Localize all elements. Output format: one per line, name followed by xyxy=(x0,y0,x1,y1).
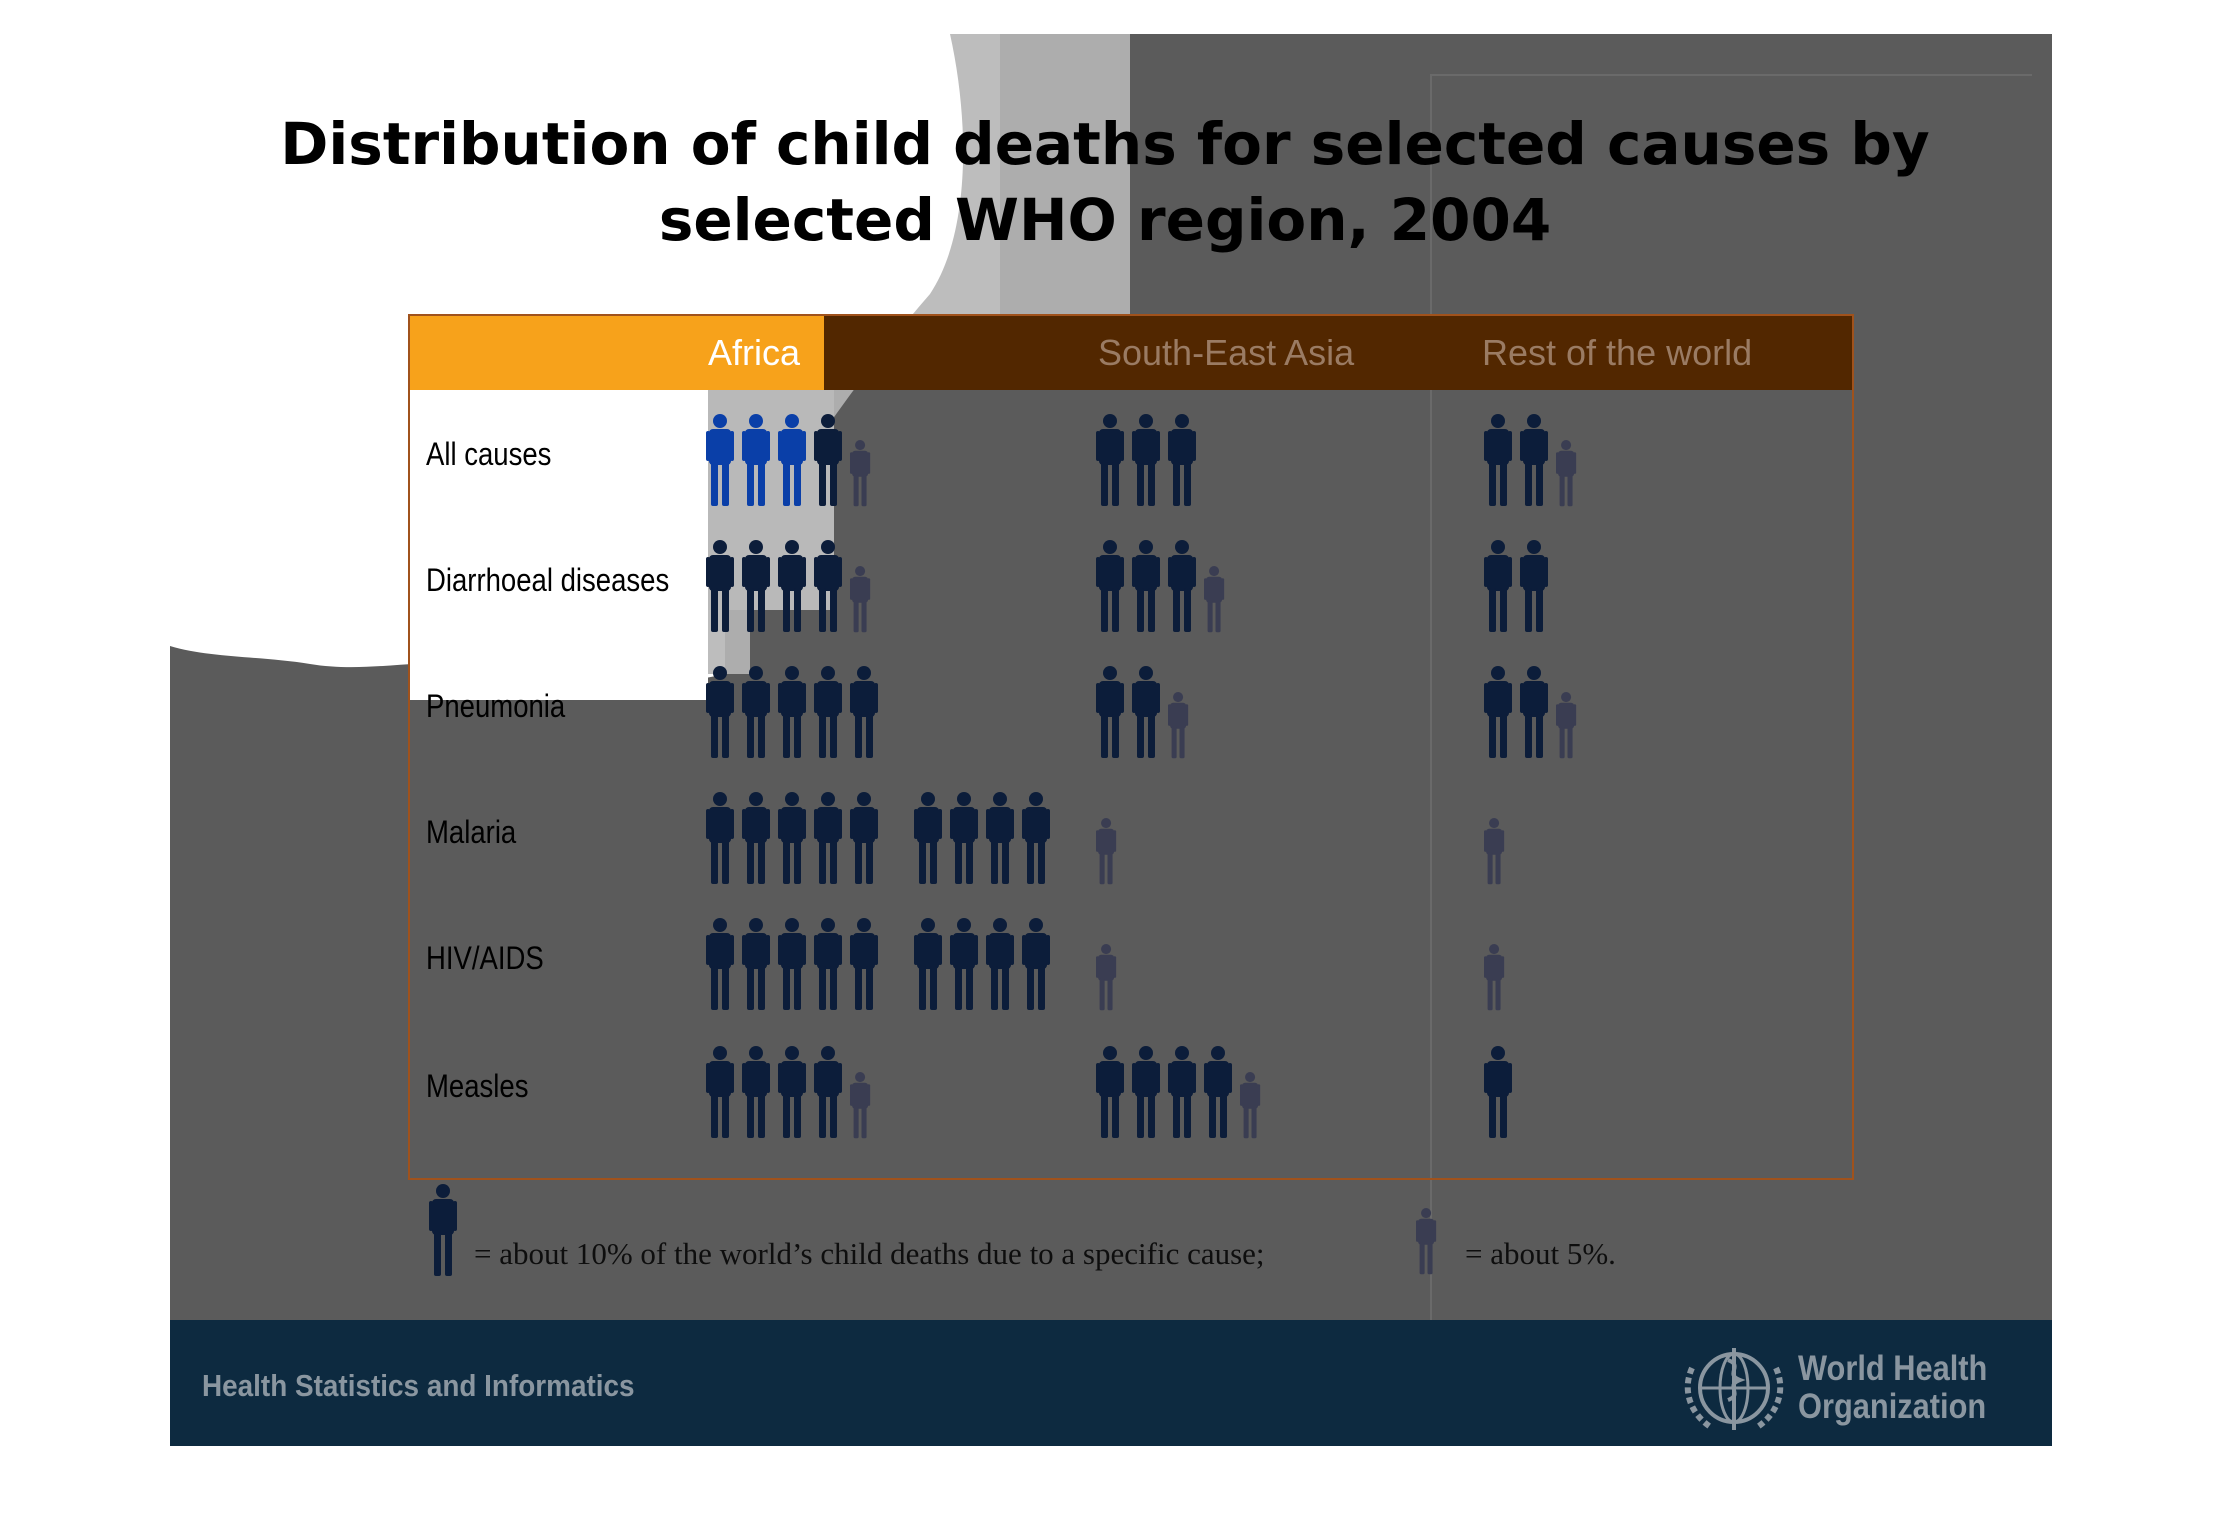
legend-small-text: = about 5%. xyxy=(1465,1236,1616,1271)
row-label-malaria: Malaria xyxy=(426,814,517,850)
figure-5pct-r5-c1 xyxy=(1240,1072,1261,1139)
who-name: World Health Organization xyxy=(1798,1350,1987,1426)
slide-frame-lines xyxy=(1430,74,2032,1326)
legend: = about 10% of the world’s child deaths … xyxy=(428,1184,1828,1284)
figure-10pct-r0-c1-1 xyxy=(1132,414,1160,506)
footer-bar: Health Statistics and Informatics World … xyxy=(170,1320,2052,1446)
figure-10pct-r0-c0-1 xyxy=(742,414,770,506)
figure-10pct-r2-c0-0 xyxy=(706,666,734,758)
figure-10pct-r3-c0-0 xyxy=(706,792,734,884)
figure-10pct-r4-c0-6 xyxy=(950,918,978,1010)
legend-small-figure xyxy=(1416,1208,1437,1275)
figure-10pct-r1-c0-3 xyxy=(814,540,842,632)
legend-large-figure xyxy=(429,1184,457,1276)
figure-10pct-r3-c0-5 xyxy=(914,792,942,884)
figure-10pct-r0-c1-2 xyxy=(1168,414,1196,506)
legend-large-figure-icon xyxy=(429,1184,457,1276)
figure-5pct-r5-c0 xyxy=(850,1072,871,1139)
figure-10pct-r4-c0-2 xyxy=(778,918,806,1010)
figure-5pct-r1-c0 xyxy=(850,566,871,633)
figure-10pct-r5-c0-3 xyxy=(814,1046,842,1138)
figure-10pct-r2-c0-3 xyxy=(814,666,842,758)
table-header-highlight xyxy=(410,316,824,390)
figure-10pct-r3-c0-1 xyxy=(742,792,770,884)
figure-10pct-r3-c0-4 xyxy=(850,792,878,884)
pictogram-figures xyxy=(706,414,1577,1139)
figure-5pct-r2-c1 xyxy=(1168,692,1189,759)
figure-10pct-r5-c1-3 xyxy=(1204,1046,1232,1138)
column-header-south-east-asia: South-East Asia xyxy=(1098,332,1355,373)
figure-5pct-r2-c2 xyxy=(1556,692,1577,759)
figure-5pct-r0-c2 xyxy=(1556,440,1577,507)
white-overlay-cell xyxy=(410,390,708,700)
footer-department-text: Health Statistics and Informatics xyxy=(202,1368,635,1403)
figure-10pct-r1-c2-0 xyxy=(1484,540,1512,632)
figure-10pct-r2-c2-1 xyxy=(1520,666,1548,758)
figure-10pct-r0-c2-1 xyxy=(1520,414,1548,506)
figure-10pct-r0-c0-2 xyxy=(778,414,806,506)
figure-10pct-r2-c0-1 xyxy=(742,666,770,758)
figure-10pct-r4-c0-4 xyxy=(850,918,878,1010)
figure-10pct-r2-c0-4 xyxy=(850,666,878,758)
figure-10pct-r1-c0-0 xyxy=(706,540,734,632)
figure-10pct-r4-c0-8 xyxy=(1022,918,1050,1010)
figure-10pct-r3-c0-8 xyxy=(1022,792,1050,884)
figure-10pct-r0-c2-0 xyxy=(1484,414,1512,506)
figure-5pct-r3-c1 xyxy=(1096,818,1117,885)
figure-10pct-r2-c1-0 xyxy=(1096,666,1124,758)
figure-10pct-r3-c0-2 xyxy=(778,792,806,884)
figure-10pct-r4-c0-1 xyxy=(742,918,770,1010)
title-line-2: selected WHO region, 2004 xyxy=(658,186,1552,254)
chart-title: Distribution of child deaths for selecte… xyxy=(240,106,1970,258)
figure-10pct-r2-c2-0 xyxy=(1484,666,1512,758)
figure-10pct-r3-c0-7 xyxy=(986,792,1014,884)
figure-5pct-r0-c0 xyxy=(850,440,871,507)
figure-10pct-r0-c0-3 xyxy=(814,414,842,506)
row-label-all-causes: All causes xyxy=(426,436,552,472)
figure-10pct-r1-c1-2 xyxy=(1168,540,1196,632)
figure-10pct-r3-c0-6 xyxy=(950,792,978,884)
figure-10pct-r4-c0-0 xyxy=(706,918,734,1010)
figure-10pct-r4-c0-5 xyxy=(914,918,942,1010)
title-line-1: Distribution of child deaths for selecte… xyxy=(280,110,1930,178)
figure-10pct-r0-c0-0 xyxy=(706,414,734,506)
who-name-line-1: World Health xyxy=(1798,1349,1988,1388)
column-header-africa: Africa xyxy=(708,332,801,373)
legend-large-text: = about 10% of the world’s child deaths … xyxy=(474,1236,1265,1271)
figure-10pct-r1-c1-1 xyxy=(1132,540,1160,632)
legend-small-figure-icon xyxy=(1416,1208,1437,1275)
row-label-hiv-aids: HIV/AIDS xyxy=(426,940,544,976)
figure-5pct-r1-c1 xyxy=(1204,566,1225,633)
figure-10pct-r4-c0-3 xyxy=(814,918,842,1010)
pictogram-table: Africa South-East Asia Rest of the world… xyxy=(408,314,1854,1180)
figure-5pct-r4-c2 xyxy=(1484,944,1505,1011)
figure-10pct-r2-c0-2 xyxy=(778,666,806,758)
figure-10pct-r2-c1-1 xyxy=(1132,666,1160,758)
figure-5pct-r3-c2 xyxy=(1484,818,1505,885)
figure-10pct-r3-c0-3 xyxy=(814,792,842,884)
figure-10pct-r4-c0-7 xyxy=(986,918,1014,1010)
who-name-line-2: Organization xyxy=(1798,1387,1987,1426)
who-emblem-icon xyxy=(1684,1348,1784,1431)
figure-10pct-r1-c0-2 xyxy=(778,540,806,632)
figure-10pct-r5-c2-0 xyxy=(1484,1046,1512,1138)
figure-10pct-r5-c0-1 xyxy=(742,1046,770,1138)
figure-10pct-r0-c1-0 xyxy=(1096,414,1124,506)
slide: Distribution of child deaths for selecte… xyxy=(170,34,2052,1446)
figure-10pct-r1-c2-1 xyxy=(1520,540,1548,632)
column-header-rest-of-world: Rest of the world xyxy=(1482,332,1753,373)
figure-10pct-r5-c1-1 xyxy=(1132,1046,1160,1138)
row-label-measles: Measles xyxy=(426,1068,529,1104)
figure-10pct-r1-c1-0 xyxy=(1096,540,1124,632)
row-label-diarrhoeal-diseases: Diarrhoeal diseases xyxy=(426,562,670,598)
figure-10pct-r5-c0-0 xyxy=(706,1046,734,1138)
figure-10pct-r1-c0-1 xyxy=(742,540,770,632)
row-label-pneumonia: Pneumonia xyxy=(426,688,566,724)
figure-10pct-r5-c0-2 xyxy=(778,1046,806,1138)
figure-10pct-r5-c1-2 xyxy=(1168,1046,1196,1138)
figure-10pct-r5-c1-0 xyxy=(1096,1046,1124,1138)
figure-5pct-r4-c1 xyxy=(1096,944,1117,1011)
